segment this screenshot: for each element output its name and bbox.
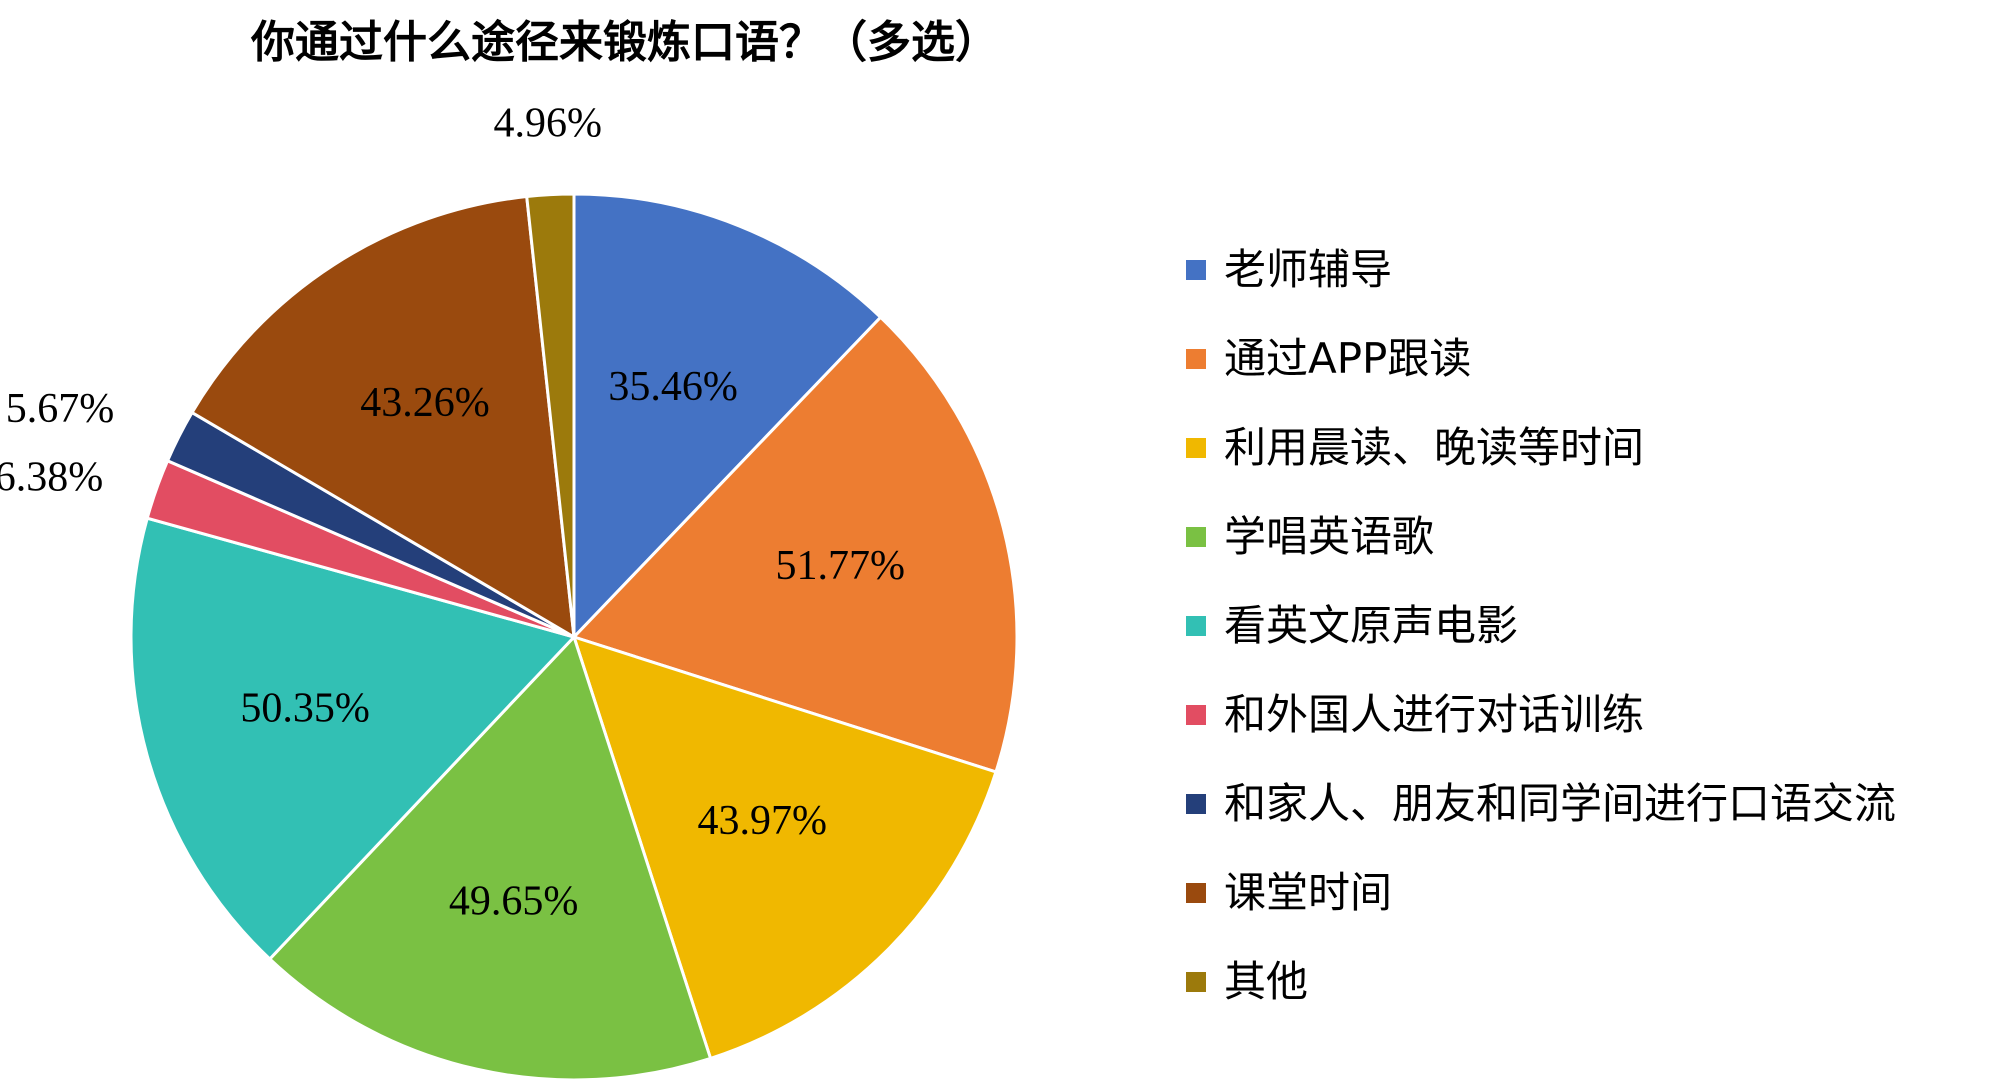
legend-label: 利用晨读、晚读等时间 [1224,423,1645,472]
pie-chart: 35.46% 51.77% 43.97% 49.65% 50.35% 6.38% 5.67%… [0,100,1019,1082]
data-label: 4.96% [494,100,603,146]
pie-slice-1 [572,192,883,641]
pie-slice-9 [525,192,576,638]
legend-swatch [1186,438,1206,458]
legend-label: 老师辅导 [1224,245,1393,294]
data-label: 43.26% [360,380,490,426]
pie-data-labels: 35.46% 51.77% 43.97% 49.65% 50.35% 6.38% 5.67%… [0,100,905,924]
data-label: 5.67% [6,386,115,432]
data-label: 49.65% [449,879,579,925]
legend-item: 学唱英语歌 [1186,507,1434,567]
legend-swatch [1186,883,1206,903]
pie-slice-4 [267,634,713,1082]
legend-item: 利用晨读、晚读等时间 [1186,418,1644,478]
legend-label: 看英文原声电影 [1224,601,1519,650]
legend-item: 和家人、朋友和同学间进行口语交流 [1186,774,1896,834]
legend-swatch [1186,260,1206,280]
legend-swatch [1186,349,1206,369]
data-label: 50.35% [240,685,370,731]
legend-label: 和外国人进行对话训练 [1224,690,1645,739]
legend-label: 其他 [1224,957,1309,1006]
legend-swatch [1186,527,1206,547]
data-label: 43.97% [698,798,828,844]
data-label: 6.38% [0,455,103,501]
legend-swatch [1186,616,1206,636]
legend-swatch [1186,705,1206,725]
legend-item: 课堂时间 [1186,863,1392,923]
legend-item: 通过APP跟读 [1186,329,1471,389]
data-label: 51.77% [775,543,905,589]
legend-swatch [1186,794,1206,814]
pie-slice-3 [571,634,998,1061]
legend-item: 和外国人进行对话训练 [1186,685,1644,745]
legend-label: 学唱英语歌 [1224,512,1435,561]
legend-label: 通过APP跟读 [1224,334,1472,383]
pie-slices [129,192,1019,1082]
legend-item: 看英文原声电影 [1186,596,1518,656]
pie-slice-5 [129,516,577,962]
legend-swatch [1186,972,1206,992]
pie-slice-8 [190,194,576,640]
legend-item: 老师辅导 [1186,240,1392,300]
data-label: 35.46% [608,364,738,410]
legend-item: 其他 [1186,952,1308,1012]
pie-slice-2 [571,315,1019,774]
chart-title: 你通过什么途径来锻炼口语？（多选） [251,17,999,68]
legend-label: 和家人、朋友和同学间进行口语交流 [1224,779,1897,828]
legend-label: 课堂时间 [1224,868,1393,917]
